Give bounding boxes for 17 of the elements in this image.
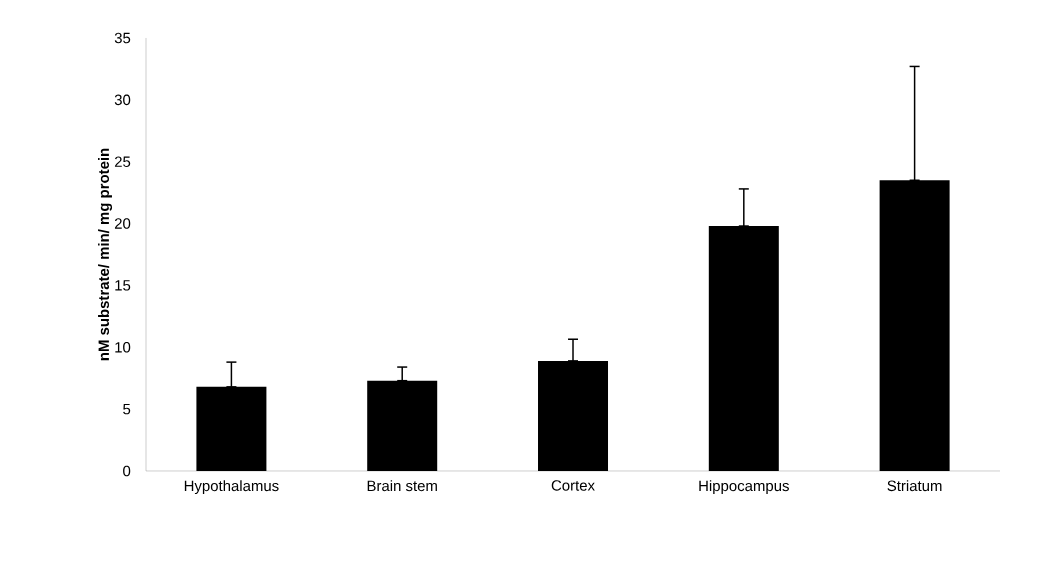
bar (708, 226, 779, 471)
y-tick-label: 0 (123, 465, 131, 477)
y-axis-title: nM substrate/ min/ mg protein (98, 148, 113, 361)
y-tick-label: 20 (114, 218, 131, 229)
x-tick-label: Striatum (887, 480, 942, 492)
bar (538, 360, 609, 471)
bar (196, 386, 267, 471)
y-tick-label: 30 (114, 94, 131, 106)
y-tick-label: 5 (123, 403, 131, 415)
x-tick-label: Hippocampus (699, 480, 789, 495)
y-tick-label: 35 (114, 32, 131, 44)
x-tick-label: Cortex (551, 480, 595, 491)
x-tick-label: Hypothalamus (184, 480, 279, 495)
x-tick-label: Brain stem (367, 480, 437, 492)
y-tick-label: 25 (114, 156, 131, 167)
y-tick-label: 15 (115, 280, 131, 291)
y-tick-label: 10 (115, 341, 131, 353)
